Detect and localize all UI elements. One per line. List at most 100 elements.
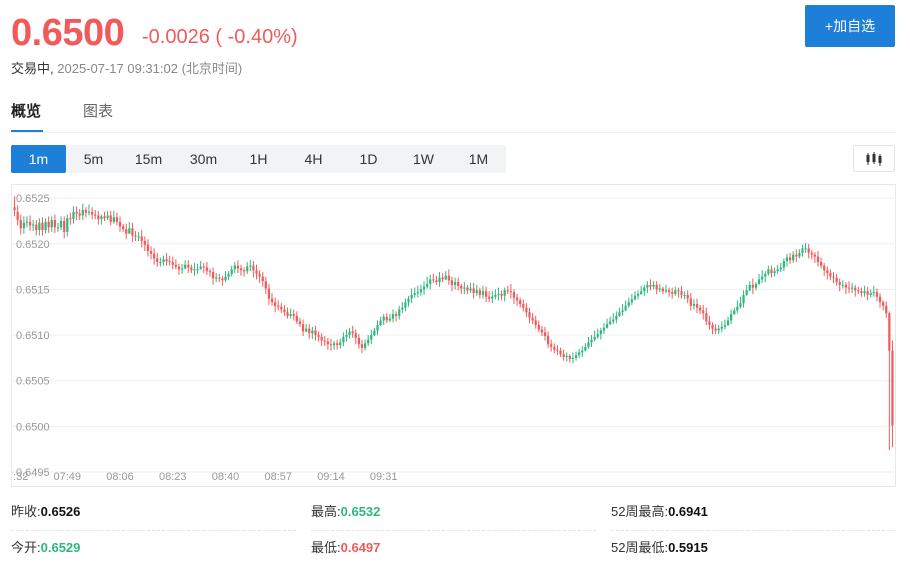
candle-body (677, 290, 680, 292)
candle-body (733, 310, 736, 315)
candle-body (233, 265, 236, 270)
period-1d[interactable]: 1D (359, 151, 378, 167)
candle-body (534, 320, 537, 326)
candle-body (444, 275, 447, 280)
candle-body (835, 277, 838, 283)
candle-body (667, 290, 671, 293)
candle-body (478, 290, 481, 295)
candle-body (28, 221, 32, 226)
candle-body (25, 221, 29, 223)
period-30m[interactable]: 30m (189, 151, 218, 167)
candlestick-chart: 0.6525 0.6520 0.6515 0.6510 0.6505 0.6500 0.64… (1, 193, 894, 483)
candle-body (19, 220, 22, 229)
candle-body (866, 291, 869, 295)
candle-body (869, 293, 872, 295)
candle-body (785, 257, 789, 262)
candle-body (165, 259, 168, 262)
candle-body (413, 293, 416, 295)
candle-body (326, 341, 329, 345)
candle-body (515, 297, 519, 301)
candle-body (447, 275, 450, 281)
candle-body (159, 262, 162, 264)
period-1w[interactable]: 1W (413, 151, 434, 167)
period-4h[interactable]: 4H (304, 151, 323, 167)
candle-body (50, 220, 53, 228)
candle-body (122, 226, 125, 230)
period-1m[interactable]: 1m (11, 145, 66, 173)
candle-body (826, 270, 829, 273)
candle-body (230, 269, 233, 274)
tab-overview[interactable]: 概览 (11, 100, 43, 132)
candle-body (187, 264, 190, 268)
candle-body (522, 304, 525, 308)
candle-body (888, 313, 891, 351)
stat-value: 0.6529 (40, 540, 81, 555)
candle-body (87, 211, 91, 213)
stat-value: 0.6532 (340, 504, 381, 519)
candle-body (94, 214, 97, 216)
candle-body (813, 254, 817, 257)
tab-chart[interactable]: 图表 (83, 103, 114, 120)
candle-body (305, 328, 308, 332)
candle-body (407, 298, 410, 303)
candle-body (773, 271, 776, 273)
candle-body (562, 354, 565, 357)
candle-body (810, 252, 813, 255)
candle-body (587, 342, 590, 347)
candle-body (53, 220, 56, 228)
candle-body (41, 222, 44, 231)
candle-body (618, 312, 621, 316)
candle-body (674, 290, 677, 294)
period-15m[interactable]: 15m (134, 151, 163, 167)
candle-body (398, 309, 401, 316)
candle-body (531, 317, 534, 321)
candle-body (190, 267, 193, 271)
divider (311, 530, 596, 531)
candle-body (84, 209, 88, 213)
y-tick-label: 0.6525 (16, 193, 50, 205)
candle-body (761, 276, 764, 280)
candle-body (131, 228, 134, 236)
candle-body (723, 325, 727, 327)
candle-body (543, 332, 547, 336)
candle-body (103, 216, 106, 219)
chart-type-button[interactable] (853, 145, 895, 172)
candle-body (627, 302, 630, 306)
candle-body (367, 339, 370, 344)
candle-body (658, 288, 661, 290)
candle-body (767, 269, 770, 274)
candle-body (363, 343, 367, 348)
candle-body (453, 282, 457, 285)
candle-body (242, 270, 246, 272)
candle-body (680, 291, 683, 295)
candle-body (506, 290, 509, 292)
candle-body (754, 283, 758, 288)
candle-body (308, 328, 311, 334)
stat-label: 最低: (311, 540, 341, 555)
candle-body (742, 294, 745, 304)
candle-body (832, 276, 835, 278)
candle-body (16, 211, 19, 221)
candle-body (370, 335, 373, 340)
price-chart[interactable]: 0.6525 0.6520 0.6515 0.6510 0.6505 0.6500 0.64… (1, 184, 896, 487)
candle-body (360, 344, 364, 348)
stat-label: 最高: (311, 504, 341, 519)
candle-body (115, 217, 119, 222)
candle-body (59, 220, 63, 228)
candle-body (401, 307, 404, 310)
x-tick-label: 08:06 (106, 471, 134, 483)
candle-body (494, 294, 497, 297)
candle-body (593, 336, 596, 340)
add-watchlist-button[interactable]: +加自选 (805, 5, 895, 47)
stat-label: 昨收: (11, 504, 41, 519)
period-1h[interactable]: 1H (249, 151, 268, 167)
candle-body (379, 320, 382, 326)
period-5m[interactable]: 5m (83, 151, 104, 167)
candle-body (221, 278, 224, 281)
candle-body (664, 290, 668, 292)
candle-body (624, 305, 627, 311)
period-1mo[interactable]: 1M (468, 151, 489, 167)
candle-body (788, 257, 792, 261)
candle-body (140, 236, 143, 242)
candle-body (764, 273, 767, 277)
